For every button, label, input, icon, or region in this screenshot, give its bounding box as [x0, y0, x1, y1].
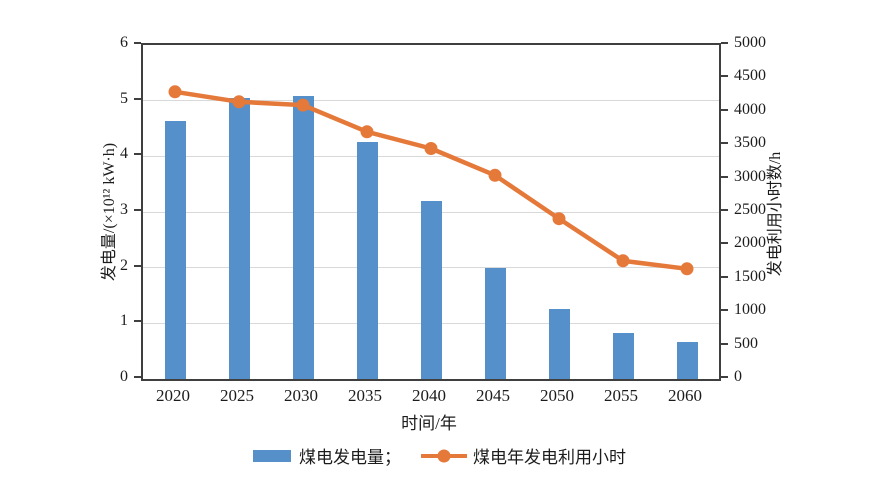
line-marker-2040: [424, 142, 438, 155]
x-tick-label-2035: 2035: [348, 386, 382, 405]
legend-bar-swatch: [253, 449, 291, 462]
right-axis-tick-label: 1000: [734, 301, 766, 319]
legend-line-swatch: [421, 449, 467, 462]
line-marker-2055: [616, 254, 630, 268]
right-axis-title: 发电利用小时数/h: [767, 151, 784, 277]
right-axis-tick-label: 5000: [734, 34, 766, 51]
legend-line-marker-icon: [437, 449, 451, 462]
bar-2050: [548, 309, 570, 379]
right-axis-tick-label: 4000: [734, 100, 766, 118]
right-axis-tick: [721, 342, 728, 345]
left-axis-tick: [134, 97, 141, 100]
line-marker-2025: [232, 95, 246, 109]
right-axis-tick: [721, 142, 728, 145]
right-axis-tick: [721, 242, 728, 245]
bar-2025: [228, 97, 250, 379]
bar-2020: [164, 121, 186, 379]
x-tick-label-2025: 2025: [220, 386, 254, 405]
right-axis-tick-label: 1500: [734, 267, 766, 285]
grid-line: [143, 155, 719, 157]
line-marker-2060: [680, 262, 694, 276]
right-axis-tick-label: 0: [734, 368, 742, 385]
bar-2040: [420, 200, 442, 379]
left-axis-tick-label: 6: [120, 34, 128, 51]
line-marker-2020: [168, 85, 182, 99]
right-axis-tick: [721, 209, 728, 211]
right-axis-tick: [721, 42, 728, 44]
left-axis-tick-label: 4: [120, 145, 128, 163]
right-axis-tick: [721, 108, 728, 111]
left-axis-title: 发电量/(×10¹² kW·h): [101, 142, 118, 282]
left-axis-tick: [134, 153, 141, 156]
right-axis-tick-label: 3000: [734, 167, 766, 185]
legend-item-bar: 煤电发电量；: [253, 443, 401, 468]
legend: 煤电发电量； 煤电年发电利用小时: [0, 443, 879, 468]
x-tick-label-2060: 2060: [668, 386, 702, 405]
legend-line-label: 煤电年发电利用小时: [473, 448, 626, 467]
bar-2030: [292, 96, 314, 379]
right-axis-tick-label: 2500: [734, 201, 766, 218]
right-axis-tick: [721, 275, 728, 278]
x-tick-label-2055: 2055: [604, 386, 638, 405]
left-axis-tick-label: 2: [120, 256, 128, 274]
left-axis-tick-label: 5: [120, 89, 128, 107]
line-series: [168, 85, 694, 276]
right-axis-tick-label: 3500: [734, 134, 766, 152]
line-marker-2035: [360, 125, 374, 139]
left-axis-tick-label: 3: [120, 201, 128, 218]
grid-line: [143, 100, 719, 102]
bar-2055: [612, 332, 634, 379]
bar-2045: [484, 267, 506, 379]
left-axis-tick: [134, 376, 141, 378]
x-tick-label-2045: 2045: [476, 386, 510, 405]
line-marker-2050: [552, 212, 566, 226]
line-marker-2045: [488, 168, 502, 182]
left-axis-tick: [134, 264, 141, 267]
left-axis-tick: [134, 209, 141, 211]
right-axis-tick-label: 4500: [734, 67, 766, 85]
bar-2035: [356, 142, 378, 379]
legend-item-line: 煤电年发电利用小时: [421, 443, 626, 468]
line-marker-2030: [296, 98, 310, 112]
legend-bar-label: 煤电发电量；: [299, 448, 401, 467]
right-axis-tick: [721, 175, 728, 178]
left-axis-tick: [134, 320, 141, 323]
plot-area: [141, 43, 721, 381]
bar-2060: [676, 342, 698, 379]
x-axis-title: 时间/年: [401, 414, 457, 433]
x-tick-label-2030: 2030: [284, 386, 318, 405]
right-axis-tick-label: 500: [734, 334, 758, 352]
left-axis-tick-label: 0: [120, 368, 128, 385]
right-axis-tick: [721, 309, 728, 312]
right-axis-tick-label: 2000: [734, 234, 766, 252]
right-axis-tick: [721, 75, 728, 78]
x-tick-label-2050: 2050: [540, 386, 574, 405]
x-tick-label-2020: 2020: [156, 386, 190, 405]
right-axis-tick: [721, 376, 728, 378]
x-tick-label-2040: 2040: [412, 386, 446, 405]
left-axis-tick-label: 1: [120, 312, 128, 330]
line-path: [174, 89, 688, 272]
left-axis-tick: [134, 42, 141, 44]
